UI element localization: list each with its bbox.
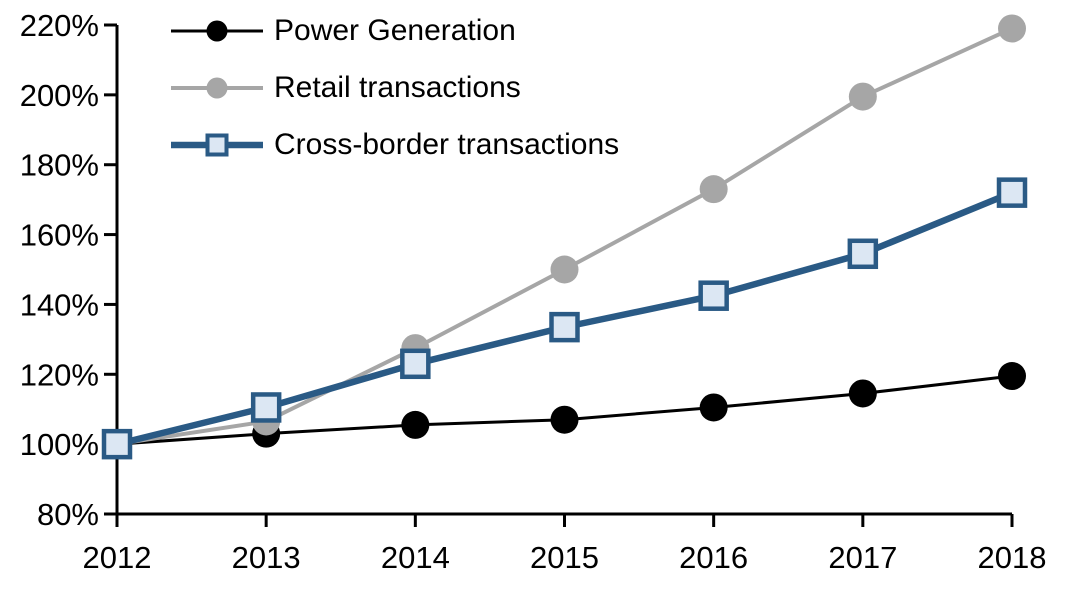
data-point-marker [550,405,579,434]
data-point-marker [549,311,580,343]
data-point-marker [848,379,877,408]
data-point-marker [400,348,431,380]
data-point-marker [998,362,1026,391]
line-square-marker-icon [171,133,263,156]
x-axis-tick-label: 2016 [679,540,748,575]
data-point-marker [847,238,879,270]
legend-label-cross-border-transactions: Cross-border transactions [274,127,620,161]
y-axis-tick-label: 160% [20,218,99,253]
y-axis-tick-label: 100% [20,427,99,462]
data-point-marker [698,280,729,311]
legend: Power Generation Retail transactions Cro… [171,2,619,173]
data-point-marker [550,255,579,284]
legend-sample-marker [205,133,229,156]
data-point-marker [996,177,1028,208]
x-axis-tick-label: 2014 [381,540,450,575]
x-axis-tick-label: 2012 [83,540,152,575]
line-circle-marker-icon [171,20,263,41]
y-axis-tick-label: 80% [37,497,99,532]
legend-label-power-generation: Power Generation [274,13,516,47]
legend-item-cross-border-transactions: Cross-border transactions [171,116,619,173]
x-axis-tick-label: 2013 [232,540,301,575]
data-point-marker [250,392,282,423]
y-axis-tick-label: 120% [20,357,99,392]
line-circle-marker-icon [171,77,263,98]
x-axis-tick-label: 2018 [978,540,1047,575]
x-axis-tick-label: 2015 [530,540,599,575]
y-axis-tick-label: 140% [20,287,99,322]
data-point-marker [401,410,430,439]
x-axis-tick-label: 2017 [828,540,897,575]
legend-label-retail-transactions: Retail transactions [274,70,521,104]
legend-sample-marker [206,77,228,98]
data-point-marker [848,82,877,111]
data-point-marker [699,175,728,204]
y-axis-tick-label: 220% [20,8,99,43]
y-axis-tick-label: 200% [20,78,99,113]
data-point-marker [699,393,728,422]
legend-item-retail-transactions: Retail transactions [171,59,619,116]
data-point-marker [998,14,1026,43]
data-point-marker [101,428,133,460]
legend-sample-marker [206,20,228,41]
legend-item-power-generation: Power Generation [171,2,619,59]
y-axis-tick-label: 180% [20,148,99,183]
